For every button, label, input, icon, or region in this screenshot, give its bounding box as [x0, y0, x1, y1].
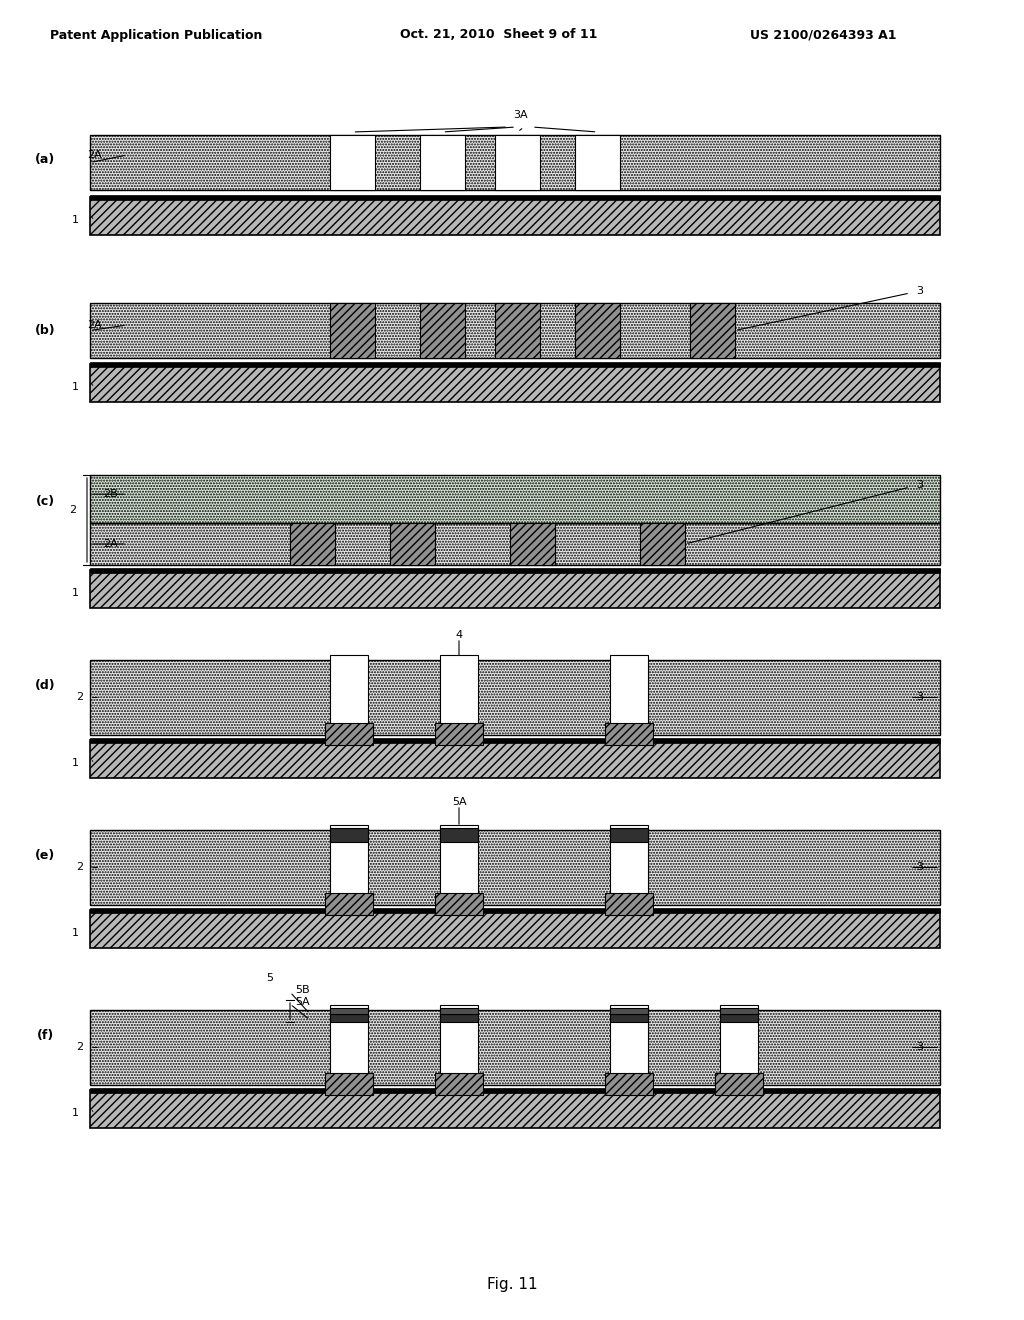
Text: 2: 2	[77, 693, 84, 702]
Bar	[575, 135, 620, 190]
Text: 1: 1	[72, 928, 79, 939]
Bar	[435, 723, 483, 744]
Bar	[330, 825, 368, 906]
Bar	[440, 1008, 478, 1014]
Text: 3A: 3A	[513, 110, 527, 120]
Bar	[420, 304, 465, 358]
Bar	[715, 1073, 763, 1096]
Text: (e): (e)	[35, 849, 55, 862]
Text: 1: 1	[72, 1107, 79, 1118]
Bar	[330, 828, 368, 842]
Bar	[390, 523, 435, 565]
Bar	[605, 894, 653, 915]
Bar	[290, 523, 335, 565]
Bar	[90, 568, 940, 573]
Text: 3: 3	[916, 286, 924, 296]
Bar	[720, 1008, 758, 1014]
Bar	[610, 1014, 648, 1022]
Bar	[440, 655, 478, 735]
Text: Fig. 11: Fig. 11	[486, 1278, 538, 1292]
Text: (d): (d)	[35, 678, 55, 692]
Bar	[90, 304, 940, 358]
Bar	[495, 135, 540, 190]
Bar	[325, 723, 373, 744]
Bar	[720, 1014, 758, 1022]
Bar	[510, 523, 555, 565]
Bar	[610, 828, 648, 842]
Bar	[330, 1005, 368, 1085]
Bar	[330, 655, 368, 735]
Bar	[440, 1005, 478, 1085]
Bar	[90, 362, 940, 367]
Bar	[90, 660, 940, 735]
Text: (b): (b)	[35, 323, 55, 337]
Text: 2: 2	[70, 506, 77, 515]
Bar	[90, 364, 940, 403]
Bar	[605, 723, 653, 744]
Text: 3: 3	[916, 693, 924, 702]
Text: 2: 2	[77, 862, 84, 873]
Bar	[435, 1073, 483, 1096]
Bar	[440, 1014, 478, 1022]
Bar	[90, 741, 940, 777]
Bar	[90, 909, 940, 948]
Text: 3: 3	[916, 862, 924, 873]
Bar	[90, 830, 940, 906]
Text: 5A: 5A	[452, 797, 466, 807]
Text: 5: 5	[266, 973, 273, 983]
Text: 2A: 2A	[88, 319, 102, 330]
Bar	[90, 135, 940, 190]
Text: 5B: 5B	[295, 985, 309, 995]
Text: Oct. 21, 2010  Sheet 9 of 11: Oct. 21, 2010 Sheet 9 of 11	[400, 29, 597, 41]
Text: (a): (a)	[35, 153, 55, 166]
Bar	[90, 523, 940, 565]
Text: 4: 4	[456, 630, 463, 640]
Bar	[610, 1005, 648, 1085]
Bar	[330, 1008, 368, 1014]
Bar	[330, 1014, 368, 1022]
Bar	[420, 135, 465, 190]
Text: 1: 1	[72, 381, 79, 392]
Bar	[90, 475, 940, 523]
Bar	[495, 304, 540, 358]
Bar	[610, 655, 648, 735]
Bar	[330, 135, 375, 190]
Bar	[440, 825, 478, 906]
Text: 2: 2	[77, 1043, 84, 1052]
Text: 2A: 2A	[88, 150, 102, 160]
Bar	[610, 1008, 648, 1014]
Text: (f): (f)	[37, 1028, 53, 1041]
Bar	[325, 894, 373, 915]
Text: 3: 3	[916, 480, 924, 490]
Bar	[640, 523, 685, 565]
Text: 2B: 2B	[103, 490, 118, 499]
Text: 2A: 2A	[103, 539, 118, 549]
Bar	[90, 738, 940, 743]
Bar	[90, 195, 940, 201]
Text: 1: 1	[72, 758, 79, 768]
Text: 5A: 5A	[295, 997, 309, 1007]
Bar	[330, 304, 375, 358]
Bar	[90, 197, 940, 235]
Text: US 2100/0264393 A1: US 2100/0264393 A1	[750, 29, 896, 41]
Text: (c): (c)	[36, 495, 54, 508]
Text: Patent Application Publication: Patent Application Publication	[50, 29, 262, 41]
Bar	[720, 1005, 758, 1085]
Text: 3: 3	[916, 1043, 924, 1052]
Bar	[435, 894, 483, 915]
Bar	[690, 304, 735, 358]
Bar	[90, 908, 940, 913]
Bar	[575, 304, 620, 358]
Bar	[440, 828, 478, 842]
Text: 1: 1	[72, 215, 79, 224]
Text: 1: 1	[72, 587, 79, 598]
Bar	[605, 1073, 653, 1096]
Bar	[90, 570, 940, 609]
Bar	[325, 1073, 373, 1096]
Bar	[610, 825, 648, 906]
Bar	[90, 1090, 940, 1129]
Bar	[90, 1088, 940, 1093]
Bar	[90, 1010, 940, 1085]
